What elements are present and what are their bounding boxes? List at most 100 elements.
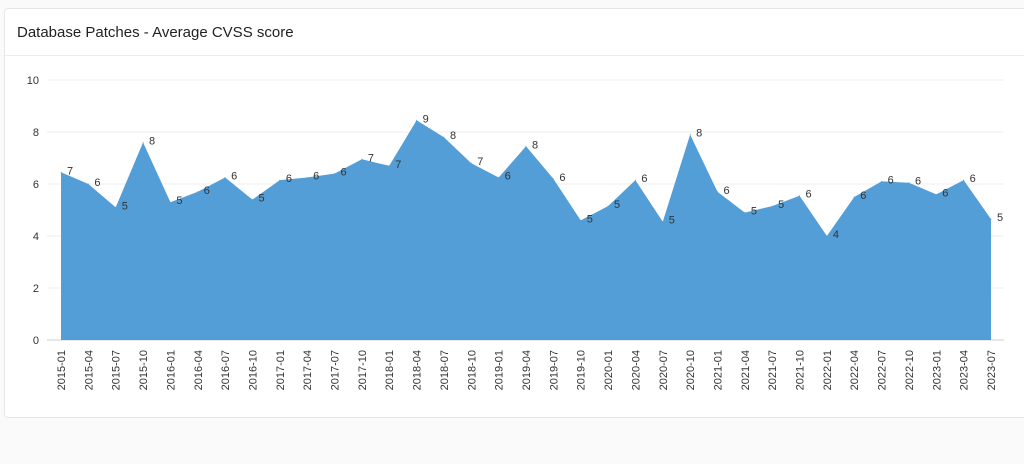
x-tick-label: 2015-10 bbox=[138, 350, 150, 390]
x-tick-label: 2022-04 bbox=[849, 350, 861, 390]
data-point bbox=[771, 205, 773, 207]
x-tick-label: 2020-01 bbox=[603, 350, 615, 390]
y-tick-label: 6 bbox=[33, 179, 39, 191]
data-label: 6 bbox=[286, 173, 292, 185]
data-point bbox=[306, 177, 308, 178]
data-point bbox=[87, 183, 89, 185]
data-label: 6 bbox=[231, 171, 237, 183]
x-tick-label: 2018-10 bbox=[466, 350, 478, 390]
data-label: 6 bbox=[204, 185, 210, 197]
x-tick-label: 2016-01 bbox=[165, 350, 177, 390]
data-label: 8 bbox=[149, 135, 155, 147]
data-label: 6 bbox=[942, 187, 948, 199]
x-tick-label: 2022-01 bbox=[822, 350, 834, 390]
data-label: 5 bbox=[778, 199, 784, 211]
x-tick-label: 2023-01 bbox=[931, 350, 943, 390]
data-label: 6 bbox=[970, 173, 976, 185]
data-label: 9 bbox=[423, 113, 429, 125]
data-point bbox=[990, 218, 992, 220]
data-label: 6 bbox=[641, 173, 647, 185]
data-point bbox=[416, 119, 418, 121]
x-tick-label: 2023-04 bbox=[959, 350, 971, 390]
x-tick-label: 2017-10 bbox=[357, 350, 369, 390]
x-tick-label: 2015-07 bbox=[111, 350, 123, 390]
data-point bbox=[881, 180, 883, 182]
data-label: 7 bbox=[395, 159, 401, 171]
x-tick-label: 2016-04 bbox=[193, 350, 205, 390]
y-tick-label: 2 bbox=[33, 283, 39, 295]
data-point bbox=[251, 199, 253, 201]
x-tick-label: 2019-10 bbox=[576, 350, 588, 390]
data-point bbox=[169, 201, 171, 203]
x-tick-label: 2017-07 bbox=[330, 350, 342, 390]
data-point bbox=[662, 221, 664, 223]
data-point bbox=[716, 191, 718, 193]
x-tick-label: 2021-01 bbox=[712, 350, 724, 390]
y-tick-label: 8 bbox=[33, 127, 39, 139]
data-point bbox=[443, 136, 445, 138]
x-tick-label: 2019-07 bbox=[548, 350, 560, 390]
x-tick-label: 2021-04 bbox=[740, 350, 752, 390]
chart-title: Database Patches - Average CVSS score bbox=[17, 23, 294, 41]
data-point bbox=[388, 165, 390, 167]
x-tick-label: 2016-07 bbox=[220, 350, 232, 390]
x-tick-label: 2019-04 bbox=[521, 350, 533, 390]
data-label: 5 bbox=[614, 199, 620, 211]
data-point bbox=[552, 178, 554, 180]
x-tick-label: 2016-10 bbox=[247, 350, 259, 390]
data-label: 8 bbox=[696, 128, 702, 140]
data-point bbox=[580, 219, 582, 221]
data-label: 4 bbox=[833, 229, 839, 241]
x-tick-label: 2022-10 bbox=[904, 350, 916, 390]
data-point bbox=[115, 206, 117, 208]
data-label: 5 bbox=[258, 193, 264, 205]
data-label: 5 bbox=[176, 195, 182, 207]
data-point bbox=[607, 205, 609, 207]
data-point bbox=[60, 171, 62, 173]
data-label: 7 bbox=[368, 152, 374, 164]
x-tick-label: 2023-07 bbox=[986, 350, 998, 390]
data-label: 6 bbox=[860, 190, 866, 202]
data-label: 6 bbox=[94, 177, 100, 189]
data-point bbox=[908, 182, 910, 184]
x-tick-label: 2022-07 bbox=[877, 350, 889, 390]
data-label: 7 bbox=[477, 156, 483, 168]
data-point bbox=[142, 141, 144, 143]
area-series bbox=[61, 120, 991, 340]
data-label: 8 bbox=[532, 139, 538, 151]
data-point bbox=[853, 196, 855, 198]
data-point bbox=[826, 235, 828, 237]
data-point bbox=[744, 212, 746, 214]
x-tick-label: 2021-07 bbox=[767, 350, 779, 390]
data-point bbox=[498, 177, 500, 178]
data-label: 6 bbox=[505, 171, 511, 183]
y-tick-label: 0 bbox=[33, 335, 39, 347]
data-label: 6 bbox=[806, 189, 812, 201]
data-label: 5 bbox=[997, 212, 1003, 224]
y-tick-label: 4 bbox=[33, 231, 39, 243]
data-point bbox=[470, 162, 472, 164]
x-tick-label: 2018-04 bbox=[412, 350, 424, 390]
data-point bbox=[279, 179, 281, 181]
data-label: 6 bbox=[888, 174, 894, 186]
data-point bbox=[361, 158, 363, 160]
data-point bbox=[963, 179, 965, 181]
data-label: 6 bbox=[915, 176, 921, 188]
data-point bbox=[525, 145, 527, 147]
data-label: 6 bbox=[313, 171, 319, 183]
data-point bbox=[197, 191, 199, 193]
data-label: 5 bbox=[587, 213, 593, 225]
data-point bbox=[634, 179, 636, 181]
data-label: 6 bbox=[723, 185, 729, 197]
x-tick-label: 2017-01 bbox=[275, 350, 287, 390]
x-tick-label: 2018-01 bbox=[384, 350, 396, 390]
x-tick-label: 2015-01 bbox=[56, 350, 68, 390]
data-point bbox=[689, 134, 691, 136]
data-point bbox=[224, 177, 226, 178]
x-tick-label: 2021-10 bbox=[795, 350, 807, 390]
data-point bbox=[935, 193, 937, 195]
data-label: 5 bbox=[669, 215, 675, 227]
data-label: 8 bbox=[450, 130, 456, 142]
y-tick-label: 10 bbox=[27, 75, 39, 87]
